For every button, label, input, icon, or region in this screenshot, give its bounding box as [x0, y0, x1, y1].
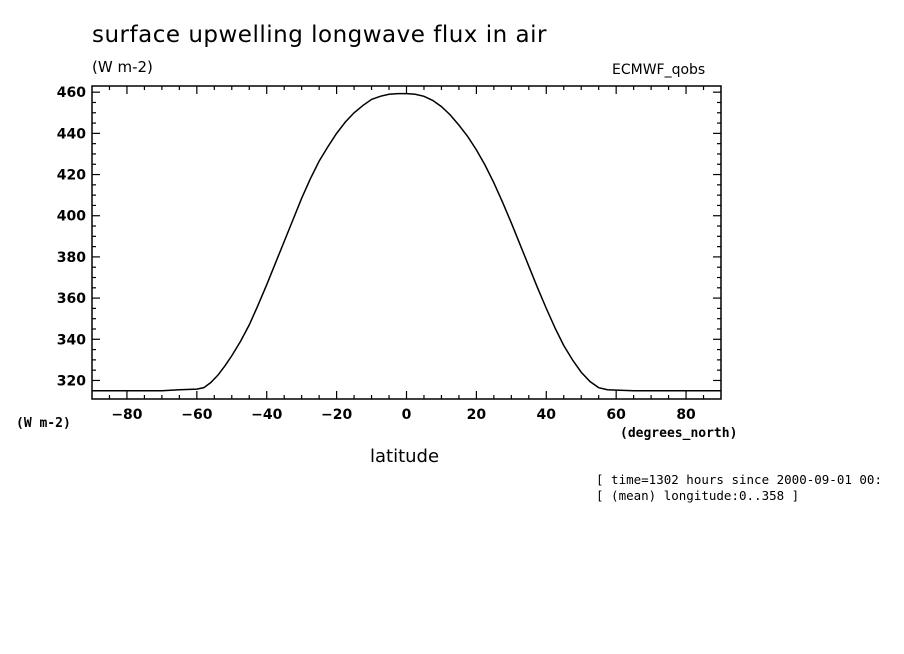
- y-tick-label: 380: [57, 250, 86, 266]
- longitude-annotation: [ (mean) longitude:0..358 ]: [596, 488, 800, 503]
- plot-frame: [91, 85, 722, 400]
- y-tick-label: 320: [57, 373, 86, 389]
- y-tick-label: 460: [57, 85, 86, 101]
- x-tick-label: −80: [111, 407, 142, 423]
- axis-tick-labels: 320 340 360 380 400 420 440 460 −80 −60 −40 −20 0 20 4…: [57, 85, 696, 423]
- chart-title: surface upwelling longwave flux in air: [92, 22, 547, 48]
- x-axis-label: latitude: [370, 446, 440, 467]
- y-tick-label: 420: [57, 168, 86, 184]
- axis-ticks: [92, 86, 721, 399]
- x-tick-label: −20: [321, 407, 352, 423]
- y-tick-label: 400: [57, 209, 86, 225]
- y-tick-label: 340: [57, 332, 86, 348]
- x-tick-label: 20: [467, 407, 487, 423]
- y-axis-units-label: (W m-2): [16, 416, 71, 431]
- x-tick-label: 80: [676, 407, 696, 423]
- series-line: [92, 92, 721, 392]
- dataset-source-label: ECMWF_qobs: [612, 62, 706, 78]
- y-tick-label: 440: [57, 126, 86, 142]
- x-tick-label: 60: [606, 407, 626, 423]
- x-axis-units-label: (degrees_north): [620, 426, 738, 441]
- x-tick-label: −40: [251, 407, 282, 423]
- x-tick-label: 40: [537, 407, 557, 423]
- x-tick-label: 0: [402, 407, 412, 423]
- x-tick-label: −60: [181, 407, 212, 423]
- time-annotation: [ time=1302 hours since 2000-09-01 00:: [596, 472, 882, 487]
- chart-units-label: (W m-2): [92, 58, 153, 76]
- y-tick-label: 360: [57, 291, 86, 307]
